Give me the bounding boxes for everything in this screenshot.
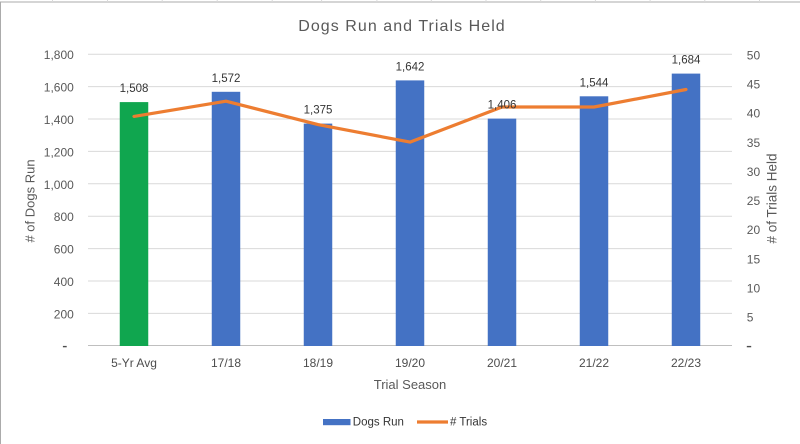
svg-text:Dogs Run: Dogs Run <box>353 417 404 429</box>
svg-text:25: 25 <box>747 194 761 208</box>
svg-text:5: 5 <box>747 311 754 325</box>
svg-text:1,572: 1,572 <box>212 73 241 85</box>
svg-text:200: 200 <box>54 307 74 321</box>
svg-text:400: 400 <box>54 275 74 289</box>
svg-text:# of Dogs Run: # of Dogs Run <box>23 159 38 242</box>
svg-text:1,200: 1,200 <box>44 145 74 159</box>
svg-text:# Trials: # Trials <box>450 417 487 429</box>
svg-text:1,400: 1,400 <box>44 113 74 127</box>
svg-text:20/21: 20/21 <box>487 356 517 370</box>
svg-text:40: 40 <box>747 107 761 121</box>
svg-text:600: 600 <box>54 243 74 257</box>
svg-text:1,406: 1,406 <box>488 100 517 112</box>
svg-text:22/23: 22/23 <box>671 356 701 370</box>
svg-text:15: 15 <box>747 252 761 266</box>
svg-text:1,684: 1,684 <box>672 55 701 67</box>
svg-text:1,800: 1,800 <box>44 48 74 62</box>
svg-text:20: 20 <box>747 223 761 237</box>
svg-text:1,642: 1,642 <box>396 61 425 73</box>
svg-text:1,375: 1,375 <box>304 105 333 117</box>
svg-text:800: 800 <box>54 210 74 224</box>
svg-text:50: 50 <box>747 48 761 62</box>
svg-text:17/18: 17/18 <box>211 356 241 370</box>
svg-text:1,600: 1,600 <box>44 81 74 95</box>
svg-text:1,544: 1,544 <box>580 77 609 89</box>
svg-text:1,508: 1,508 <box>120 83 149 95</box>
svg-text:45: 45 <box>747 78 761 92</box>
svg-text:35: 35 <box>747 136 761 150</box>
svg-text:19/20: 19/20 <box>395 356 425 370</box>
svg-text:10: 10 <box>747 282 761 296</box>
svg-text:Trial Season: Trial Season <box>374 377 447 392</box>
svg-text:30: 30 <box>747 165 761 179</box>
svg-text:1,000: 1,000 <box>44 178 74 192</box>
svg-text:# of Trials Held: # of Trials Held <box>765 153 780 243</box>
svg-text:5-Yr Avg: 5-Yr Avg <box>111 356 157 370</box>
svg-text:18/19: 18/19 <box>303 356 333 370</box>
svg-text:21/22: 21/22 <box>579 356 609 370</box>
svg-text:Dogs Run and Trials Held: Dogs Run and Trials Held <box>298 18 506 35</box>
